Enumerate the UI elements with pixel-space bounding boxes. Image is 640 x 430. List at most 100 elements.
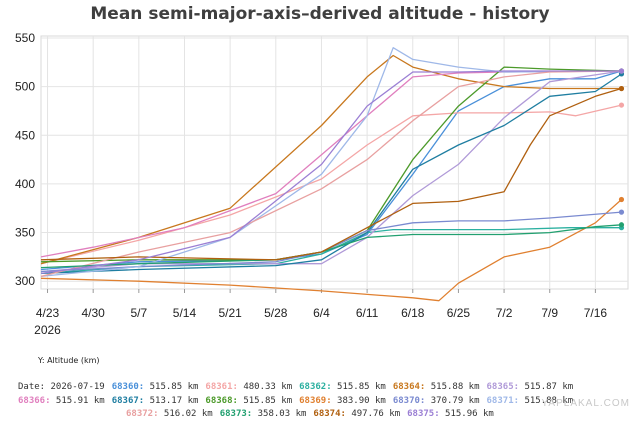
x-tick-label: 7/9	[541, 306, 558, 320]
y-axis-label: Y: Altitude (km)	[37, 356, 100, 365]
legend-series-name: 68362:	[299, 382, 332, 392]
legend-series-name: 68361:	[205, 382, 238, 392]
y-tick-label: 400	[15, 177, 35, 191]
series-line-68374	[40, 87, 622, 261]
legend-series-name: 68369:	[299, 395, 332, 406]
series-markers	[618, 68, 625, 231]
legend-series-name: 68364:	[392, 382, 426, 392]
grid	[40, 35, 629, 290]
x-tick-label: 6/4	[313, 306, 330, 320]
legend-series-value: 513.17 km	[144, 395, 199, 406]
legend-series-value: 516.02 km	[158, 409, 213, 419]
legend-row: 68372: 516.02 km 68373: 358.03 km 68374: 4…	[18, 408, 630, 422]
legend-series-value: 515.88 km	[425, 382, 480, 392]
x-tick-label: 7/2	[496, 306, 513, 320]
y-tick-label: 550	[15, 31, 35, 45]
legend-entry-68366: 68366: 515.91 km	[18, 395, 105, 409]
legend-entry-68371: 68371: 515.88 km	[487, 395, 574, 409]
x-tick-label: 5/14	[173, 306, 197, 320]
legend-series-value: 497.76 km	[345, 409, 401, 419]
x-tick-label: 5/7	[130, 306, 147, 320]
series-lines	[40, 47, 622, 302]
legend-entry-68365: 68365: 515.87 km	[487, 381, 574, 395]
x-tick-label: 4/30	[81, 306, 105, 320]
legend-series-value: 515.88 km	[519, 395, 574, 406]
series-marker-68374	[618, 85, 625, 92]
legend-series-name: 68367:	[111, 395, 145, 406]
legend-series-name: 68368:	[205, 395, 238, 406]
series-line-68361	[40, 104, 622, 265]
y-tick-label: 350	[15, 226, 35, 240]
legend-series-name: 68373:	[219, 409, 253, 419]
legend-series-name: 68372:	[126, 409, 159, 419]
legend-entry-68372: 68372: 516.02 km	[126, 408, 213, 422]
legend-date-label: Date:	[18, 382, 46, 392]
legend-series-name: 68370:	[392, 395, 426, 406]
legend-entry-68364: 68364: 515.88 km	[393, 381, 480, 395]
chart-title: Mean semi-major-axis–derived altitude - …	[90, 4, 549, 24]
x-tick-label: 6/18	[401, 306, 425, 320]
legend-series-name: 68360:	[111, 382, 145, 392]
series-marker-68369	[618, 196, 625, 203]
x-tick-label: 6/25	[447, 306, 471, 320]
legend-entry-68361: 68361: 480.33 km	[205, 381, 292, 395]
series-line-68368	[40, 66, 622, 263]
legend-series-value: 480.33 km	[237, 382, 293, 392]
y-axis: 300 350 400 450 500 550	[15, 31, 35, 288]
series-line-68364	[40, 54, 622, 265]
legend-entry-68362: 68362: 515.85 km	[299, 381, 386, 395]
y-tick-label: 500	[15, 80, 35, 94]
y-tick-label: 450	[15, 128, 35, 142]
legend-date: Date: 2026-07-19	[18, 381, 105, 395]
series-marker-68373	[618, 222, 625, 228]
x-tick-label: 6/11	[356, 306, 379, 320]
x-axis: 4/23 2026 4/30 5/7 5/14 5/21 5/28 6/4 6/11 6/18 6/…	[34, 289, 607, 337]
legend-entry-68369: 68369: 383.90 km	[299, 395, 386, 409]
x-tick-label: 4/23	[36, 306, 60, 320]
legend-date-value: 2026-07-19	[50, 382, 105, 392]
legend-series-value: 370.79 km	[425, 395, 480, 406]
legend-entry-68374: 68374: 497.76 km	[313, 408, 400, 422]
legend-row: Date: 2026-07-19 68360: 515.85 km 68361: 4…	[18, 381, 630, 395]
legend-series-value: 515.87 km	[519, 382, 574, 392]
legend: Date: 2026-07-19 68360: 515.85 km 68361: 4…	[18, 381, 630, 422]
legend-entry-68360: 68360: 515.85 km	[112, 381, 199, 395]
legend-series-value: 515.85 km	[237, 395, 293, 406]
legend-series-value: 383.90 km	[331, 395, 386, 406]
watermark: YAPLAKAL.COM	[541, 398, 630, 409]
series-marker-68370	[618, 209, 625, 215]
legend-series-value: 515.85 km	[331, 382, 386, 392]
x-tick-label: 7/16	[584, 306, 608, 320]
series-line-68375	[40, 70, 622, 275]
legend-entry-68375: 68375: 515.96 km	[407, 408, 494, 422]
series-line-68371	[40, 47, 622, 278]
legend-series-name: 68371:	[486, 395, 520, 406]
chart: Mean semi-major-axis–derived altitude - …	[15, 4, 629, 365]
legend-series-value: 515.85 km	[144, 382, 199, 392]
y-tick-label: 300	[15, 274, 35, 288]
series-line-68362	[40, 227, 622, 275]
x-tick-label: 5/21	[218, 306, 242, 320]
plot-area	[40, 35, 629, 290]
legend-series-value: 515.91 km	[50, 395, 105, 406]
legend-row: 68366: 515.91 km 68367: 513.17 km 68368: 5…	[18, 395, 630, 409]
series-marker-68361	[618, 102, 625, 108]
legend-entry-68373: 68373: 358.03 km	[220, 408, 307, 422]
series-marker-68375	[618, 68, 625, 74]
legend-series-name: 68375:	[407, 409, 440, 419]
legend-series-name: 68365:	[486, 382, 520, 392]
legend-series-name: 68374:	[313, 409, 346, 419]
legend-series-name: 68366:	[18, 395, 51, 406]
legend-entry-68368: 68368: 515.85 km	[205, 395, 292, 409]
legend-series-value: 358.03 km	[252, 409, 307, 419]
legend-entry-68367: 68367: 513.17 km	[112, 395, 199, 409]
x-tick-label: 5/28	[264, 306, 288, 320]
x-tick-year-label: 2026	[34, 323, 61, 337]
series-line-68373	[40, 224, 622, 269]
series-line-68370	[40, 211, 622, 273]
legend-entry-68370: 68370: 370.79 km	[393, 395, 480, 409]
series-line-68372	[40, 70, 622, 278]
legend-series-value: 515.96 km	[439, 409, 494, 419]
series-line-68369	[40, 199, 622, 302]
series-line-68367	[40, 73, 622, 275]
